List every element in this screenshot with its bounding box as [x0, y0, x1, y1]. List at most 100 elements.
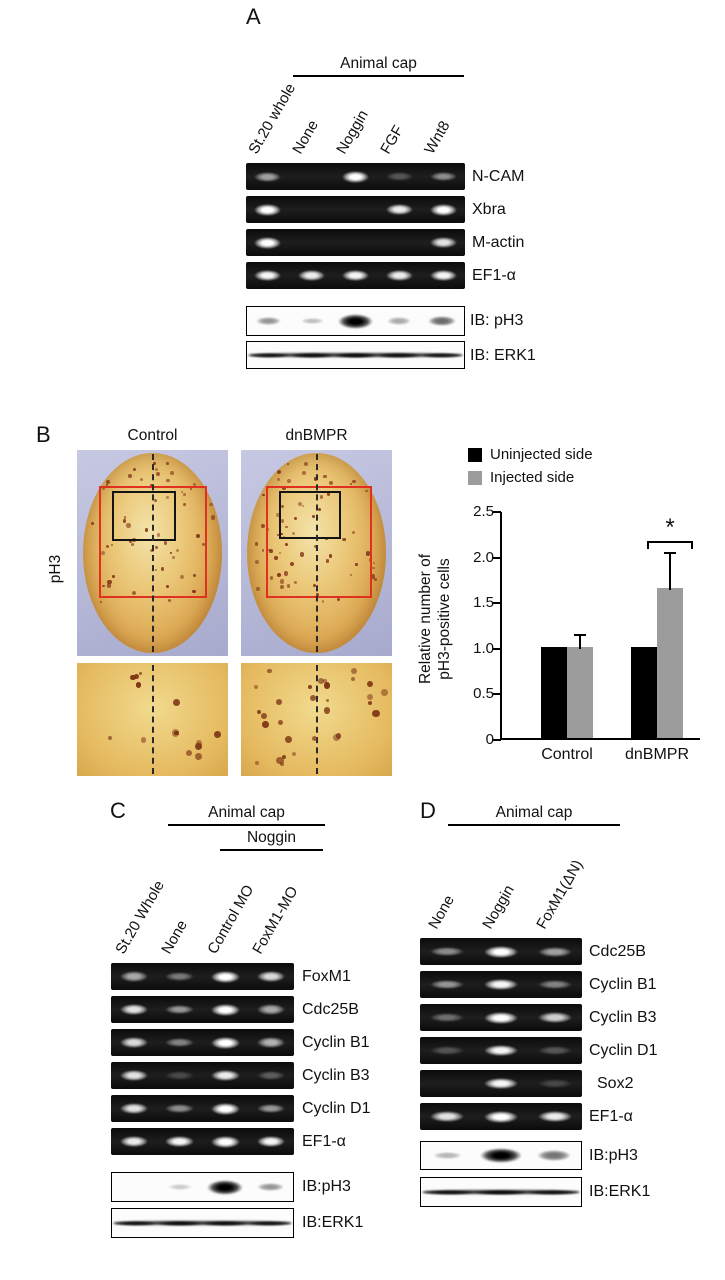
legend-swatch-gray [468, 470, 482, 485]
ph3-positive-cell-dot [172, 698, 180, 706]
gel-row-label: Cdc25B [589, 943, 646, 960]
gel-band [430, 1110, 464, 1123]
ph3-positive-cell-dot [166, 496, 169, 499]
ph3-positive-cell-dot [329, 554, 333, 558]
ph3-positive-cell-dot [287, 584, 291, 588]
ph3-positive-cell-dot [166, 478, 170, 483]
panel-c-label: C [110, 798, 126, 823]
ph3-positive-cell-dot [169, 552, 172, 555]
gel-band [430, 979, 464, 990]
gel-band [341, 269, 370, 282]
blot-row-label: IB:pH3 [589, 1147, 638, 1164]
ph3-positive-cell-dot [189, 488, 193, 491]
ph3-positive-cell-dot [256, 709, 262, 715]
y-tick-mark [493, 511, 501, 513]
bar-control-injected [567, 646, 593, 738]
gel-row-label: Sox2 [597, 1075, 634, 1092]
blot-band [428, 315, 457, 327]
ph3-positive-cell-dot [350, 573, 353, 577]
zoom-crop-control [77, 663, 228, 776]
ph3-positive-cell-dot [128, 473, 133, 478]
gel-row-label: Cyclin D1 [589, 1042, 658, 1059]
gel-row-label: EF1-α [302, 1133, 346, 1150]
gel-row-label: Cyclin B3 [589, 1009, 657, 1026]
ph3-positive-cell-dot [135, 682, 142, 688]
ph3-positive-cell-dot [139, 478, 143, 482]
ph3-positive-cell-dot [134, 674, 140, 680]
blot-band [338, 313, 373, 329]
ph3-positive-cell-dot [107, 579, 112, 584]
gel-band [538, 1046, 572, 1055]
gel-band [429, 269, 457, 282]
blot-row-label: IB: ERK1 [470, 347, 536, 364]
gel-band [211, 1069, 240, 1082]
ph3-positive-cell-dot [108, 735, 113, 740]
ph3-positive-cell-dot [269, 576, 273, 580]
blot-row-label: IB:ERK1 [589, 1183, 651, 1200]
gel-ef1a [111, 1128, 294, 1155]
gel-band [165, 1037, 194, 1048]
ph3-positive-cell-dot [195, 742, 203, 750]
ph3-positive-cell-dot [211, 515, 216, 520]
ph3-positive-cell-dot [282, 535, 286, 539]
ph3-positive-cell-dot [286, 478, 291, 484]
gel-band [341, 170, 370, 183]
ph3-positive-cell-dot [166, 462, 169, 465]
ph3-positive-cell-dot [366, 693, 373, 701]
ph3-positive-cell-dot [93, 471, 96, 475]
bar-chart: Control dnBMPR * [493, 511, 700, 763]
roi-red-rectangle [266, 486, 372, 598]
ph3-positive-cell-dot [321, 600, 325, 603]
gel-foxm1 [111, 963, 294, 990]
x-axis-label: dnBMPR [624, 746, 690, 763]
legend-label: Injected side [490, 469, 575, 486]
ph3-positive-cell-dot [350, 676, 355, 681]
panel-a-lane-label: FGF [377, 122, 407, 157]
gel-band [256, 1071, 286, 1080]
ph3-positive-cell-dot [299, 552, 305, 557]
ph3-positive-cell-dot [254, 542, 259, 547]
y-tick-label: 1.0 [473, 639, 494, 657]
ph3-positive-cell-dot [267, 668, 273, 674]
gel-row-label: Cyclin B1 [589, 976, 657, 993]
roi-black-rectangle [112, 491, 176, 541]
panel-d-lane-label: None [425, 892, 458, 932]
ph3-positive-cell-dot [175, 549, 179, 553]
gel-band [429, 203, 457, 216]
ph3-positive-cell-dot [367, 700, 372, 705]
panel-b-label: B [36, 422, 51, 447]
blot-erk1 [111, 1208, 294, 1238]
panel-d-lane-label: FoxM1(ΔN) [533, 857, 587, 932]
blot-band [156, 1220, 204, 1226]
gel-row-label: Cyclin B1 [302, 1034, 370, 1051]
gel-band [211, 970, 240, 983]
ph3-positive-cell-dot [276, 756, 284, 765]
ph3-positive-cell-dot [284, 571, 289, 576]
ph3-positive-cell-dot [364, 489, 368, 493]
gel-row-label: Cyclin D1 [302, 1100, 371, 1117]
ph3-positive-cell-dot [342, 537, 346, 542]
ph3-positive-cell-dot [262, 493, 265, 497]
legend-swatch-black [468, 447, 482, 462]
gel-band [484, 1044, 518, 1057]
gel-cdc25b [111, 996, 294, 1023]
y-tick-mark [493, 647, 501, 650]
panel-c-lane-label: FoxM1-MO [249, 883, 302, 957]
ph3-positive-cell-dot [323, 707, 331, 714]
ph3-positive-cell-dot [286, 462, 289, 465]
gel-band [119, 1003, 149, 1016]
ph3-positive-cell-dot [276, 478, 280, 482]
ph3-positive-cell-dot [100, 600, 103, 603]
y-tick-label: 0.5 [473, 685, 494, 703]
ph3-positive-cell-dot [318, 507, 322, 512]
ph3-positive-cell-dot [145, 528, 149, 532]
ph3-positive-cell-dot [128, 539, 133, 544]
gel-band [538, 1012, 572, 1023]
ph3-positive-cell-dot [312, 514, 315, 518]
gel-band [256, 1103, 286, 1114]
ph3-positive-cell-dot [166, 584, 170, 589]
error-bar-cap [574, 634, 586, 637]
gel-row-label: Cyclin B3 [302, 1067, 370, 1084]
gel-band [298, 269, 326, 282]
